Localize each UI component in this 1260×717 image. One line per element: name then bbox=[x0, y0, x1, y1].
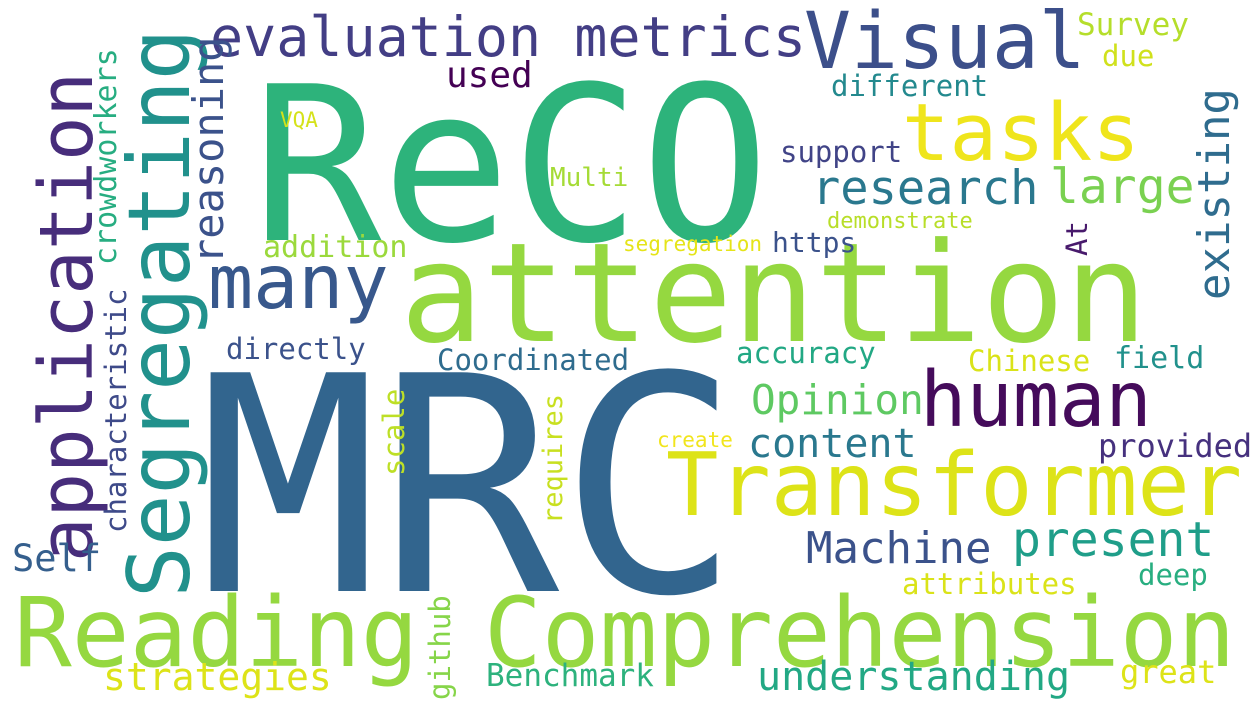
word-great: great bbox=[1120, 653, 1217, 691]
word-visual: Visual bbox=[804, 0, 1086, 87]
word-benchmark: Benchmark bbox=[486, 658, 654, 694]
word-mrc: MRC bbox=[198, 313, 740, 662]
word-https: https bbox=[772, 226, 857, 259]
word-demonstrate: demonstrate bbox=[827, 209, 973, 234]
word-evaluation-metrics: evaluation metrics bbox=[210, 5, 807, 69]
word-strategies: strategies bbox=[103, 655, 332, 699]
word-directly: directly bbox=[226, 332, 366, 366]
word-transformer: Transformer bbox=[666, 434, 1243, 536]
word-vqa: VQA bbox=[280, 108, 318, 132]
word-deep: deep bbox=[1138, 558, 1208, 592]
word-segregation: segregation bbox=[623, 232, 763, 256]
word-opinion: Opinion bbox=[751, 376, 924, 424]
word-reco: ReCO bbox=[252, 40, 770, 291]
word-research: research bbox=[812, 161, 1039, 216]
word-addition: addition bbox=[263, 230, 408, 265]
word-different: different bbox=[831, 69, 989, 103]
word-coordinated: Coordinated bbox=[437, 343, 630, 377]
word-self: Self bbox=[12, 537, 102, 580]
word-many: many bbox=[208, 238, 389, 326]
word-present: present bbox=[1012, 512, 1215, 568]
word-scale: scale bbox=[377, 388, 411, 476]
word-due: due bbox=[1102, 39, 1155, 73]
word-content: content bbox=[748, 421, 917, 467]
word-requires: requires bbox=[538, 393, 569, 524]
word-field: field bbox=[1114, 341, 1205, 376]
word-attention: attention bbox=[400, 213, 1148, 374]
word-at: At bbox=[1060, 221, 1094, 256]
word-reasoning: reasoning bbox=[184, 36, 233, 264]
word-chinese: Chinese bbox=[968, 344, 1091, 378]
word-multi: Multi bbox=[550, 163, 629, 193]
word-tasks: tasks bbox=[902, 87, 1140, 179]
word-create: create bbox=[657, 428, 733, 452]
word-existing: existing bbox=[1189, 88, 1240, 300]
word-github: github bbox=[423, 595, 457, 700]
word-survey: Survey bbox=[1077, 7, 1189, 43]
word-human: human bbox=[920, 356, 1152, 445]
word-crowdworkers: crowdworkers bbox=[89, 48, 124, 265]
word-support: support bbox=[780, 135, 903, 169]
word-understanding: understanding bbox=[757, 654, 1071, 700]
word-characteristic: characteristic bbox=[99, 288, 133, 533]
word-attributes: attributes bbox=[902, 567, 1077, 601]
word-accuracy: accuracy bbox=[736, 336, 876, 370]
word-reading: Reading bbox=[14, 577, 419, 689]
word-large: large bbox=[1050, 159, 1195, 215]
word-machine: Machine bbox=[806, 523, 992, 574]
word-provided: provided bbox=[1098, 427, 1253, 465]
word-used: used bbox=[446, 55, 533, 96]
word-comprehension: Comprehension bbox=[484, 577, 1236, 689]
